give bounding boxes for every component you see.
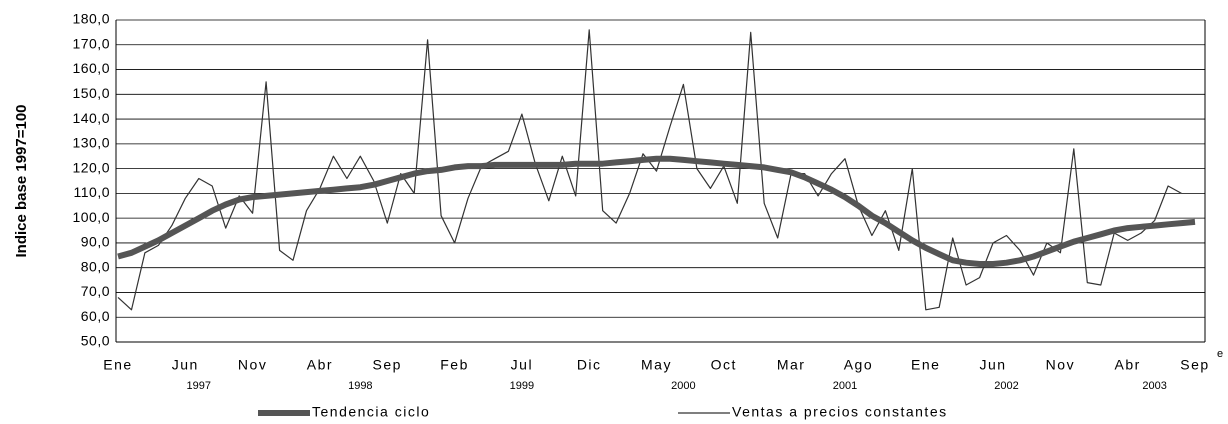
x-tick-label: Jul xyxy=(511,357,533,373)
x-tick-label: Abr xyxy=(307,357,333,373)
annotation: e xyxy=(1217,348,1223,360)
year-label: 2000 xyxy=(671,380,695,392)
y-tick-label: 90,0 xyxy=(81,234,110,250)
y-tick-label: 50,0 xyxy=(81,333,110,349)
series-line xyxy=(117,29,1182,311)
x-tick-label: May xyxy=(641,357,672,373)
x-tick-label: Oct xyxy=(711,357,737,373)
x-tick-label: Ene xyxy=(103,357,132,373)
y-tick-label: 160,0 xyxy=(72,60,110,76)
year-label: 1997 xyxy=(187,380,211,392)
legend-label: Tendencia ciclo xyxy=(312,404,430,420)
year-label: 2003 xyxy=(1142,380,1166,392)
y-tick-label: 100,0 xyxy=(72,209,110,225)
y-tick-label: 180,0 xyxy=(72,11,110,27)
y-tick-label: 150,0 xyxy=(72,85,110,101)
year-label: 1998 xyxy=(348,380,372,392)
year-label: 2002 xyxy=(994,380,1018,392)
x-tick-label: Jun xyxy=(172,357,199,373)
y-tick-label: 70,0 xyxy=(81,283,110,299)
x-tick-label: Ene xyxy=(911,357,940,373)
x-tick-label: Nov xyxy=(238,357,267,373)
y-tick-label: 140,0 xyxy=(72,110,110,126)
y-tick-label: 110,0 xyxy=(74,184,111,200)
legend-label: Ventas a precios constantes xyxy=(732,404,948,420)
x-tick-label: Ago xyxy=(844,357,873,373)
x-tick-label: Abr xyxy=(1115,357,1141,373)
year-label: 1999 xyxy=(510,380,534,392)
x-tick-label: Nov xyxy=(1046,357,1075,373)
series-line xyxy=(117,155,1196,267)
x-tick-label: Mar xyxy=(777,357,806,373)
x-tick-label: Sep xyxy=(1180,357,1209,373)
y-tick-label: 80,0 xyxy=(81,258,110,274)
y-tick-label: 60,0 xyxy=(81,308,110,324)
y-tick-label: 130,0 xyxy=(72,135,110,151)
x-tick-label: Jun xyxy=(980,357,1007,373)
x-tick-label: Dic xyxy=(577,357,602,373)
x-tick-label: Feb xyxy=(440,357,469,373)
y-tick-label: 120,0 xyxy=(72,159,110,175)
y-axis-label: Indice base 1997=100 xyxy=(13,104,30,257)
x-tick-label: Sep xyxy=(373,357,402,373)
year-label: 2001 xyxy=(833,380,857,392)
y-tick-label: 170,0 xyxy=(72,35,110,51)
